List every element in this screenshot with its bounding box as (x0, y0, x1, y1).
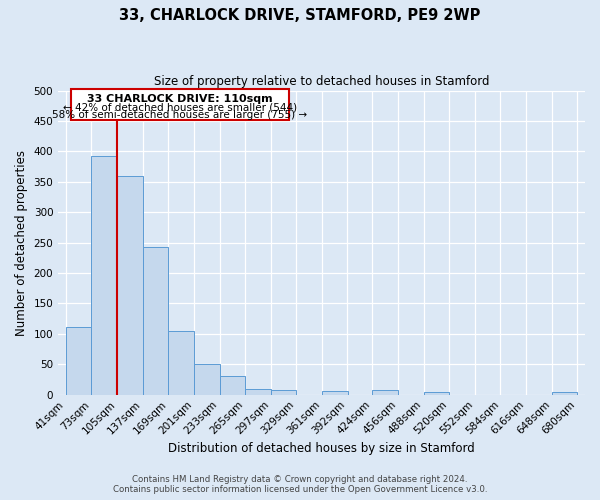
X-axis label: Distribution of detached houses by size in Stamford: Distribution of detached houses by size … (168, 442, 475, 455)
FancyBboxPatch shape (71, 90, 289, 120)
Text: 33, CHARLOCK DRIVE, STAMFORD, PE9 2WP: 33, CHARLOCK DRIVE, STAMFORD, PE9 2WP (119, 8, 481, 22)
Bar (322, 391, 347, 394)
Text: ← 42% of detached houses are smaller (544): ← 42% of detached houses are smaller (54… (63, 102, 297, 112)
Bar (169, 331, 194, 394)
Bar (66, 327, 91, 394)
Bar (373, 390, 398, 394)
Title: Size of property relative to detached houses in Stamford: Size of property relative to detached ho… (154, 75, 490, 88)
Bar (424, 392, 449, 394)
Text: 33 CHARLOCK DRIVE: 110sqm: 33 CHARLOCK DRIVE: 110sqm (87, 94, 273, 104)
Text: Contains HM Land Registry data © Crown copyright and database right 2024.
Contai: Contains HM Land Registry data © Crown c… (113, 474, 487, 494)
Bar (194, 364, 220, 394)
Text: 58% of semi-detached houses are larger (755) →: 58% of semi-detached houses are larger (… (52, 110, 307, 120)
Bar (220, 376, 245, 394)
Bar (143, 247, 169, 394)
Bar (245, 390, 271, 394)
Bar (91, 156, 117, 394)
Bar (271, 390, 296, 394)
Bar (552, 392, 577, 394)
Y-axis label: Number of detached properties: Number of detached properties (15, 150, 28, 336)
Bar (117, 176, 143, 394)
